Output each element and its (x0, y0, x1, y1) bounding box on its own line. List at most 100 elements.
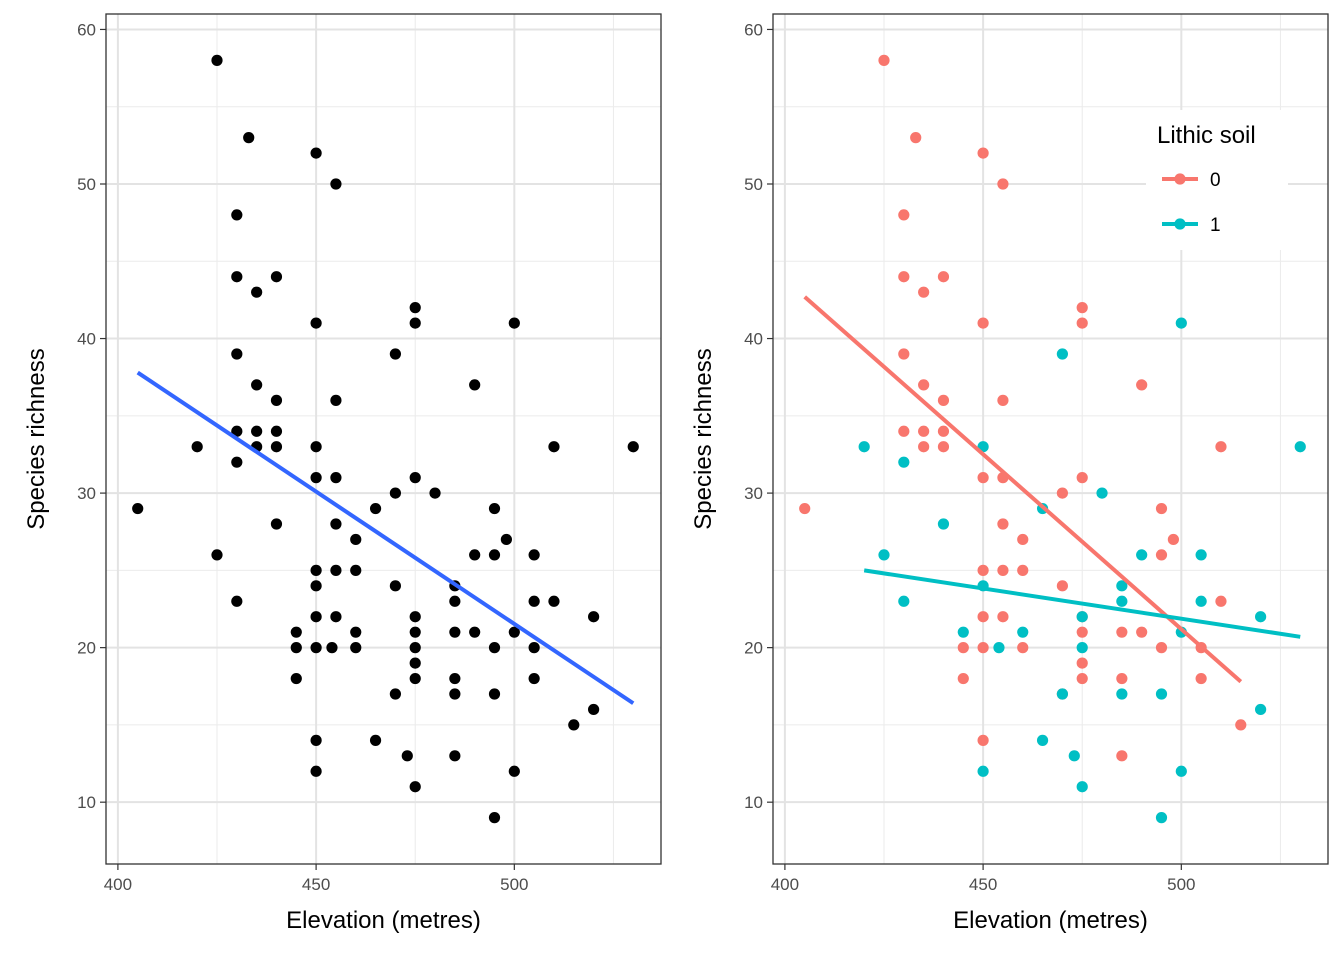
y-tick-label: 50 (744, 175, 763, 194)
data-point-group-1 (858, 441, 870, 453)
data-point (243, 132, 255, 144)
data-point-group-0 (997, 518, 1009, 530)
data-point (469, 379, 481, 391)
data-point (409, 781, 421, 793)
data-point-group-0 (957, 672, 969, 685)
axes: 400 450 500 10 20 30 40 50 60 (77, 20, 528, 894)
data-point-group-1 (1068, 750, 1080, 762)
data-point (488, 642, 501, 654)
data-point-group-0 (1215, 595, 1227, 607)
data-point-group-0 (997, 178, 1009, 190)
data-point-group-0 (1155, 502, 1168, 515)
data-point-group-0 (1155, 642, 1168, 654)
panel-left: 400 450 500 10 20 30 40 50 60 (77, 13, 662, 894)
data-layer (132, 54, 639, 824)
y-tick-label: 50 (77, 175, 96, 194)
legend-key-point-1 (1174, 218, 1186, 230)
data-point-group-0 (910, 132, 922, 144)
legend-keys: 01 (1162, 170, 1221, 236)
data-point-group-0 (1136, 379, 1148, 391)
x-axis-title-right: Elevation (metres) (953, 907, 1148, 934)
data-point-group-1 (1116, 595, 1128, 607)
data-point-group-0 (1076, 302, 1088, 314)
data-point (449, 626, 461, 638)
data-point (330, 394, 342, 406)
data-point-group-1 (1155, 812, 1168, 824)
y-tick-label: 20 (77, 639, 96, 658)
legend-title: Lithic soil (1157, 122, 1256, 149)
data-point (231, 348, 243, 360)
data-point-group-0 (937, 441, 950, 453)
legend-label-0: 0 (1210, 170, 1221, 191)
panel-border (105, 13, 662, 865)
data-point (251, 425, 263, 437)
x-axis-title-left: Elevation (metres) (286, 907, 481, 934)
data-point (330, 611, 342, 623)
data-point (469, 549, 481, 561)
data-point-group-1 (1116, 688, 1128, 700)
data-point (270, 271, 283, 283)
data-point-group-0 (1116, 626, 1128, 638)
y-tick-label: 60 (77, 20, 96, 39)
data-point (231, 425, 243, 437)
data-point (211, 54, 223, 66)
data-point-group-0 (918, 425, 930, 437)
data-layer (799, 54, 1306, 824)
data-point-group-1 (1076, 642, 1088, 654)
data-point-group-0 (1195, 672, 1207, 685)
data-point (449, 595, 461, 607)
data-point-group-1 (1195, 549, 1207, 561)
data-point (627, 441, 639, 453)
data-point (350, 564, 362, 576)
data-point-group-1 (1017, 626, 1029, 638)
data-point-group-0 (1056, 487, 1068, 499)
data-point (449, 688, 461, 700)
data-point-group-0 (918, 286, 930, 298)
data-point-group-1 (1195, 595, 1207, 607)
data-point (310, 564, 322, 576)
data-point (488, 549, 501, 561)
axes: 400 450 500 10 20 30 40 50 60 (744, 20, 1195, 894)
data-point-group-1 (937, 518, 950, 530)
data-point-group-1 (1255, 611, 1267, 623)
data-point-group-1 (1175, 317, 1187, 329)
data-point-group-0 (977, 564, 989, 576)
data-point (528, 672, 540, 685)
data-point (588, 703, 600, 716)
data-point-group-1 (993, 642, 1005, 654)
data-point (290, 626, 302, 638)
data-point-group-0 (1076, 657, 1088, 669)
data-point (548, 595, 560, 607)
data-point-group-0 (937, 394, 950, 406)
data-point (568, 719, 580, 731)
data-point-group-0 (898, 348, 910, 360)
data-point-group-1 (1136, 549, 1148, 561)
data-point-group-1 (1056, 688, 1068, 700)
data-point (290, 642, 302, 654)
data-point-group-0 (1076, 472, 1088, 484)
x-tick-label: 500 (500, 875, 528, 894)
data-point (310, 147, 322, 159)
data-point (350, 642, 362, 654)
data-point-group-0 (1155, 549, 1168, 561)
y-tick-label: 30 (744, 484, 763, 503)
data-point-group-0 (1167, 533, 1179, 546)
data-point-group-0 (997, 611, 1009, 623)
data-point-group-0 (977, 472, 989, 484)
data-point-group-1 (1255, 703, 1267, 716)
data-point-group-1 (1116, 580, 1128, 592)
data-point-group-0 (799, 502, 811, 515)
data-point-group-0 (977, 611, 989, 623)
data-point (488, 812, 501, 824)
data-point (231, 595, 243, 607)
data-point (310, 642, 322, 654)
data-point-group-0 (1076, 626, 1088, 638)
data-point (528, 549, 540, 561)
fit-line-group-1 (863, 568, 1301, 639)
data-point (211, 549, 223, 561)
data-point (449, 750, 461, 762)
data-point (330, 518, 342, 530)
data-point-group-1 (878, 549, 890, 561)
data-point-group-0 (1017, 533, 1029, 546)
